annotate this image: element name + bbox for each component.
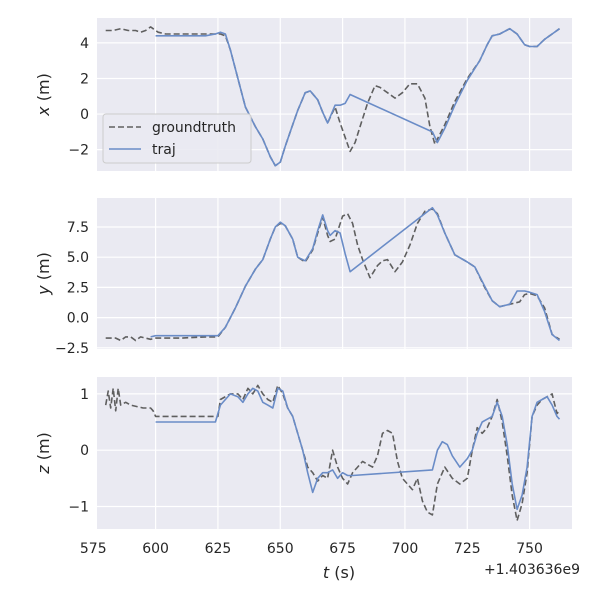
y-tick-label: 0	[80, 107, 89, 123]
y-tick-label: 2	[80, 71, 89, 87]
x-tick-label: 700	[392, 541, 419, 557]
y-axis-label-z: z (m)	[34, 432, 53, 475]
plot-area-z	[97, 377, 572, 529]
x-tick-label: 675	[329, 541, 356, 557]
subplot-y: −2.5 0.0 2.5 5.0 7.5 y (m)	[34, 198, 572, 357]
subplot-x: −2 0 2 4 x (m) groundtruth traj	[34, 18, 572, 171]
y-tick-label: 0.0	[67, 311, 89, 327]
y-tick-label: 7.5	[67, 220, 89, 236]
y-axis-label-x: x (m)	[34, 73, 53, 117]
y-tick-label: 5.0	[67, 250, 89, 266]
plot-area-y	[97, 198, 572, 349]
y-tick-label: 0	[80, 443, 89, 459]
x-tick-label: 650	[267, 541, 294, 557]
y-tick-label: 1	[80, 387, 89, 403]
y-tick-label: 2.5	[67, 280, 89, 296]
y-tick-label: −1	[68, 499, 89, 515]
y-ticks-y: −2.5 0.0 2.5 5.0 7.5	[55, 220, 89, 357]
groundtruth-line	[105, 208, 560, 342]
x-tick-label: 600	[142, 541, 169, 557]
groundtruth-line	[105, 26, 560, 167]
subplot-z: −1 0 1 z (m) 575 600 625 650 675 700 725 750 t (s…	[34, 377, 580, 582]
traj-line	[155, 387, 561, 511]
x-tick-label: 725	[454, 541, 481, 557]
lines-z	[104, 384, 561, 522]
traj-line	[155, 27, 560, 167]
legend-label: groundtruth	[152, 120, 236, 136]
y-axis-label-y: y (m)	[34, 252, 53, 296]
x-axis-label: t (s)	[323, 563, 355, 582]
lines-y	[105, 206, 561, 342]
y-ticks-z: −1 0 1	[68, 387, 89, 516]
legend-label: traj	[152, 142, 176, 158]
lines-x	[105, 26, 560, 167]
x-axis-offset-label: +1.403636e9	[484, 562, 580, 578]
x-ticks: 575 600 625 650 675 700 725 750	[80, 541, 543, 557]
y-ticks-x: −2 0 2 4	[68, 36, 89, 159]
legend: groundtruth traj	[102, 113, 252, 164]
y-tick-label: 4	[80, 36, 89, 52]
x-tick-label: 625	[205, 541, 232, 557]
x-tick-label: 575	[80, 541, 107, 557]
y-tick-label: −2	[68, 143, 89, 159]
traj-line	[150, 206, 561, 342]
x-tick-label: 750	[516, 541, 543, 557]
y-tick-label: −2.5	[55, 341, 89, 357]
grid-z	[97, 377, 572, 529]
